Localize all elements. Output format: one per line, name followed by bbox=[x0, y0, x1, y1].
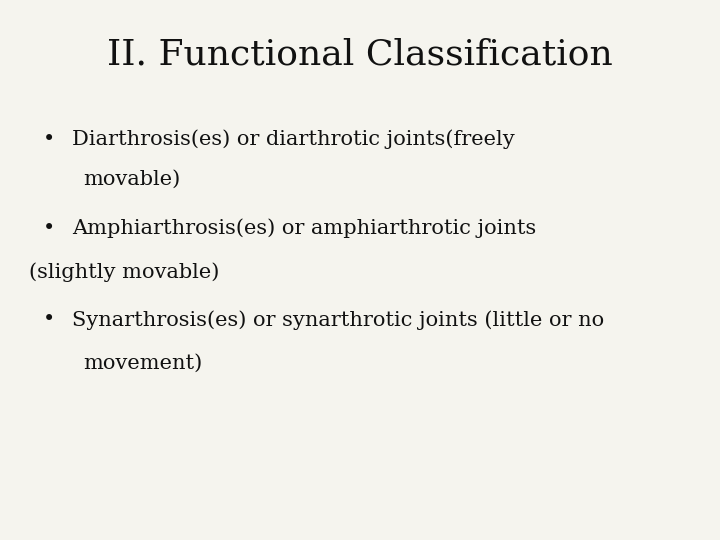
Text: movement): movement) bbox=[83, 354, 202, 373]
Text: Amphiarthrosis(es) or amphiarthrotic joints: Amphiarthrosis(es) or amphiarthrotic joi… bbox=[72, 219, 536, 238]
Text: Synarthrosis(es) or synarthrotic joints (little or no: Synarthrosis(es) or synarthrotic joints … bbox=[72, 310, 604, 330]
Text: •: • bbox=[43, 219, 55, 238]
Text: •: • bbox=[43, 130, 55, 148]
Text: •: • bbox=[43, 310, 55, 329]
Text: Diarthrosis(es) or diarthrotic joints(freely: Diarthrosis(es) or diarthrotic joints(fr… bbox=[72, 130, 515, 149]
Text: II. Functional Classification: II. Functional Classification bbox=[107, 38, 613, 72]
Text: (slightly movable): (slightly movable) bbox=[29, 262, 219, 281]
Text: movable): movable) bbox=[83, 170, 180, 189]
